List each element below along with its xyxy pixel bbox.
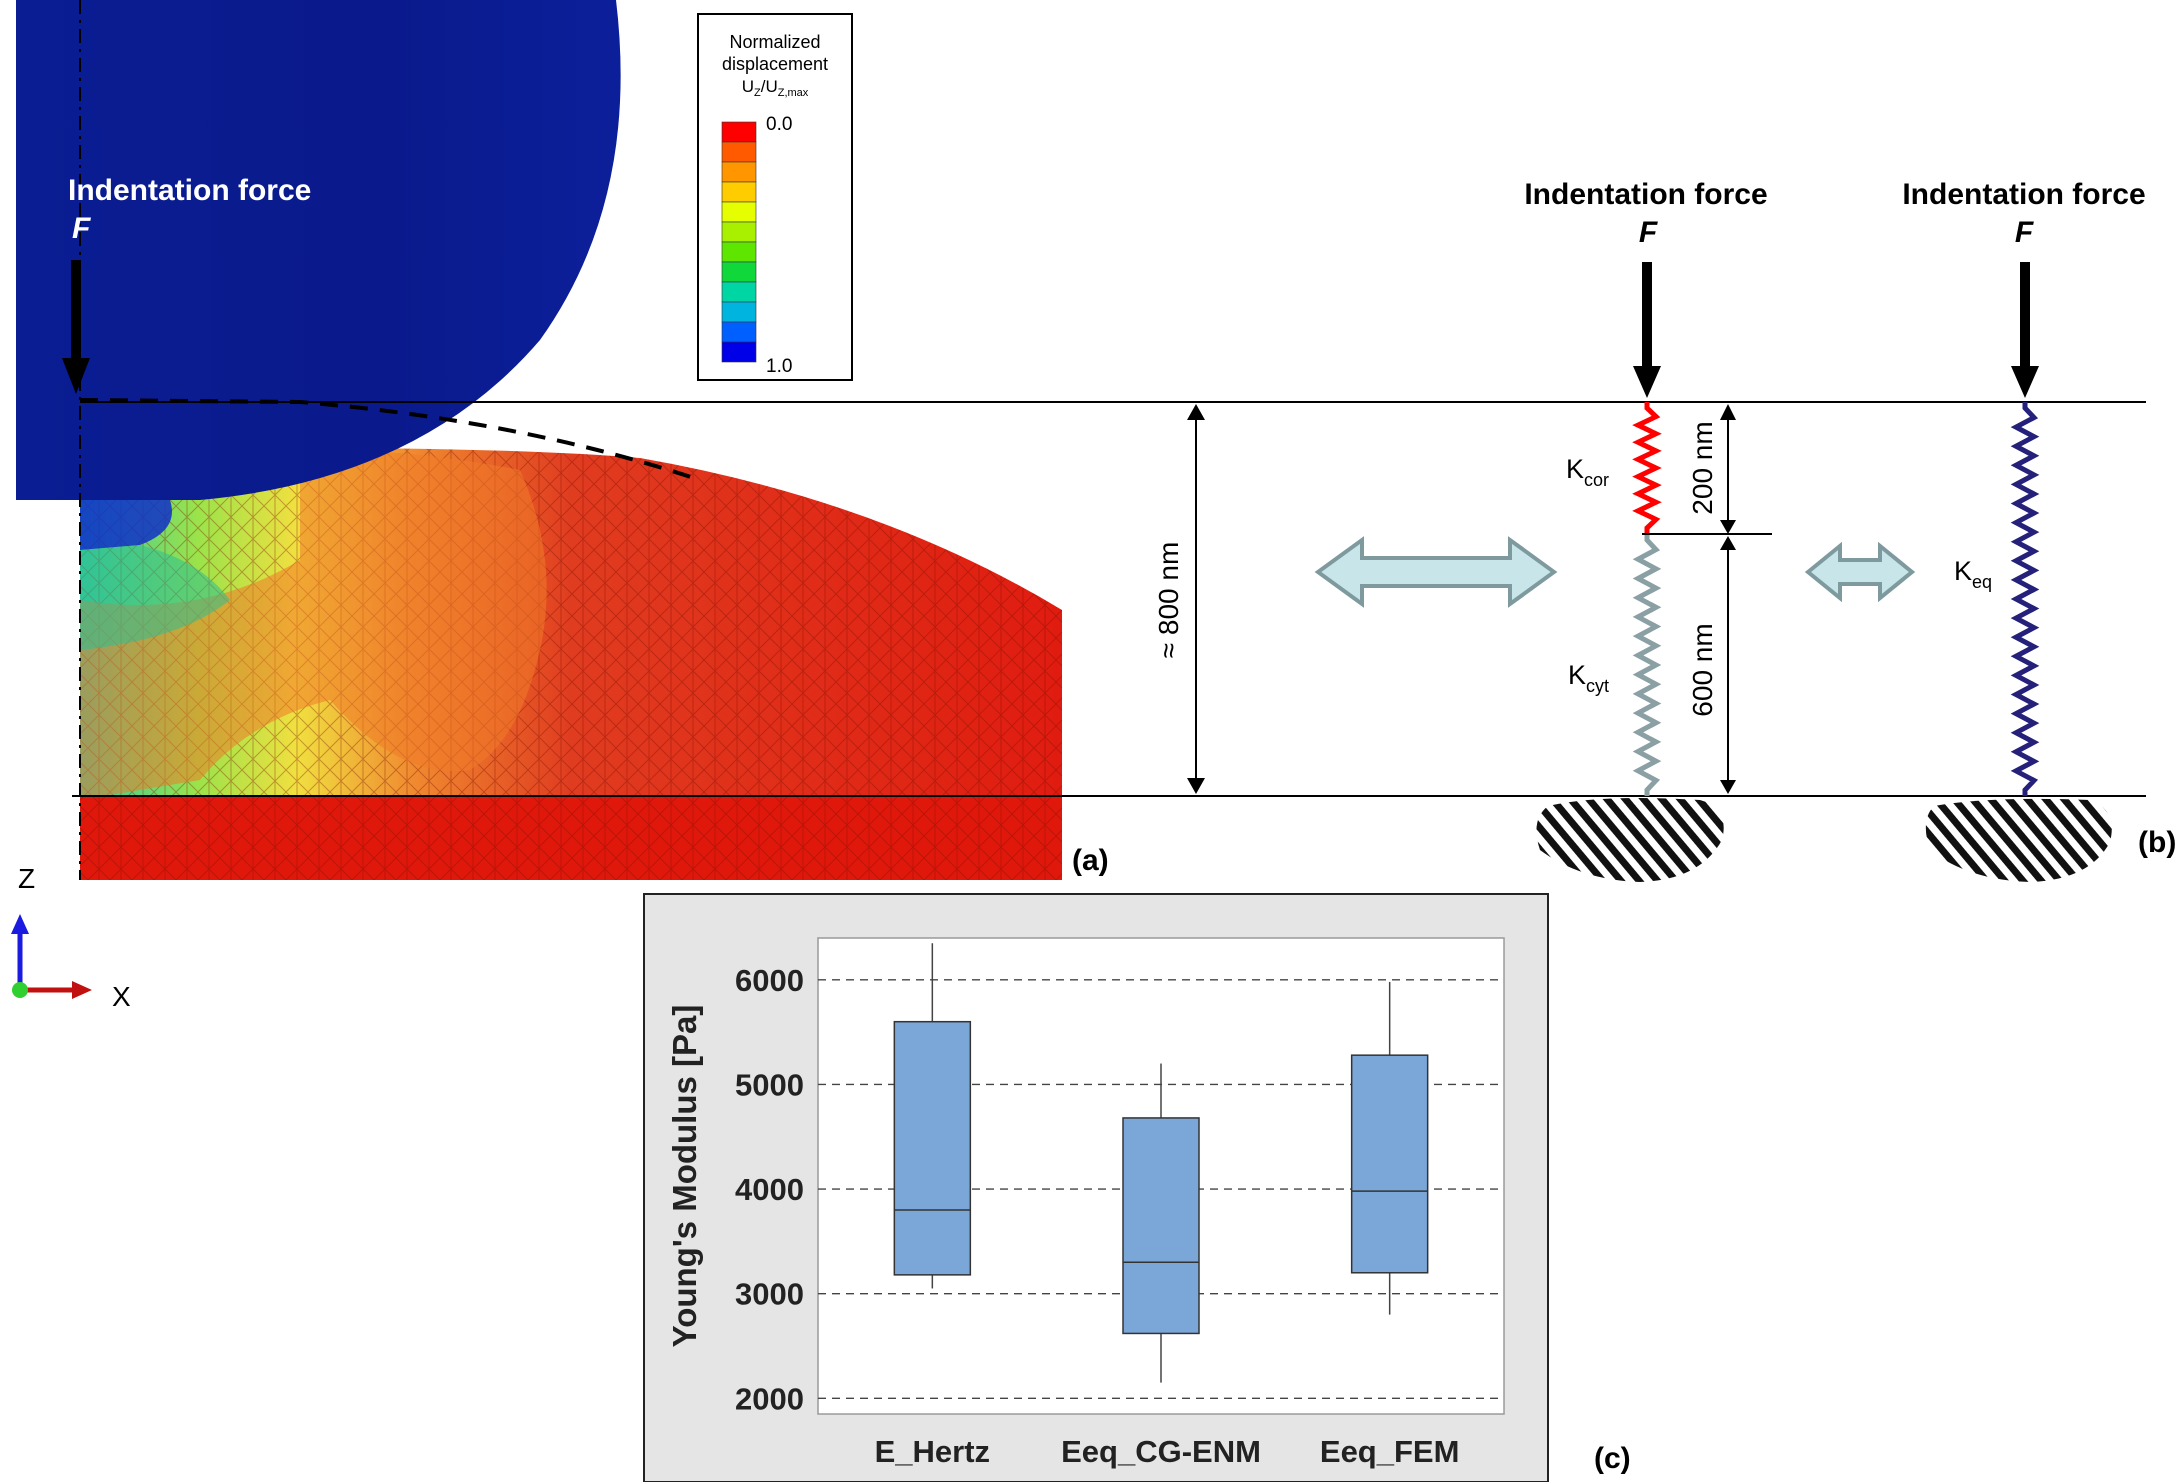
force-title-a: Indentation force	[68, 174, 311, 207]
equivalence-arrow-right	[1804, 541, 1916, 603]
legend-swatch	[721, 141, 757, 163]
legend-swatch	[721, 221, 757, 243]
dim-600nm: 600 nm	[1687, 623, 1718, 716]
x-tick-label: E_Hertz	[875, 1434, 990, 1469]
legend-swatch	[721, 121, 757, 143]
x-tick-label: Eeq_FEM	[1320, 1434, 1460, 1469]
ground-hatch-2	[1925, 798, 2112, 882]
cell-fem-mesh	[80, 448, 1062, 880]
axis-x-label: X	[112, 981, 131, 1012]
cytoplasm-spring	[1632, 534, 1662, 796]
k-cyt-label: Kcyt	[1568, 660, 1609, 696]
axis-z-label: Z	[18, 863, 35, 894]
legend-swatch	[721, 261, 757, 283]
panel-a-label: (a)	[1072, 844, 1109, 877]
legend-top-value: 0.0	[766, 114, 792, 135]
legend-title-1: Normalized	[729, 32, 820, 52]
ground-hatch-1	[1536, 798, 1724, 882]
force-title-b2: Indentation force	[1902, 178, 2145, 211]
y-tick-label: 6000	[735, 963, 804, 998]
cortex-spring	[1632, 402, 1662, 534]
legend-swatch	[721, 281, 757, 303]
box-iqr	[1350, 1054, 1429, 1274]
legend-swatch	[721, 161, 757, 183]
k-cor-label: Kcor	[1566, 454, 1609, 490]
panel-b-label: (b)	[2138, 826, 2176, 859]
legend-swatch	[721, 321, 757, 343]
legend-quantity: UZ/UZ,max	[742, 77, 809, 99]
force-symbol-a: F	[72, 212, 91, 245]
x-tick-labels: E_Hertz Eeq_CG-ENM Eeq_FEM	[875, 1434, 1460, 1469]
y-tick-label: 4000	[735, 1172, 804, 1207]
displacement-legend: Normalized displacement UZ/UZ,max 0.0 1.…	[697, 13, 853, 381]
y-tick-label: 3000	[735, 1277, 804, 1312]
box-iqr	[1122, 1117, 1200, 1335]
layer-dimensions	[1642, 404, 1772, 794]
y-tick-labels: 2000 3000 4000 5000 6000	[735, 963, 804, 1416]
legend-bottom-value: 1.0	[766, 356, 792, 377]
force-arrow-b1	[1633, 262, 1661, 398]
y-tick-label: 5000	[735, 1067, 804, 1102]
equivalent-spring	[2010, 402, 2040, 796]
panel-c-label: (c)	[1594, 1442, 1631, 1475]
force-symbol-b2: F	[2015, 216, 2034, 249]
panel-c: 2000 3000 4000 5000 6000 E_Hertz Eeq_CG-ENM Ee…	[643, 893, 1631, 1482]
legend-swatch	[721, 181, 757, 203]
panel-b: Indentation force F Kcor Kcyt 200 nm 600…	[1314, 178, 2176, 882]
box-iqr	[893, 1020, 972, 1276]
y-axis-title: Young's Modulus [Pa]	[666, 1005, 703, 1348]
panel-a: Indentation force F Normalized displacem…	[11, 0, 1205, 1012]
k-eq-label: Keq	[1954, 556, 1992, 592]
axis-triad: Z X	[11, 863, 131, 1012]
y-tick-label: 2000	[735, 1381, 804, 1416]
legend-swatch	[721, 341, 757, 363]
legend-swatch	[721, 241, 757, 263]
force-arrow-a	[62, 260, 90, 394]
force-title-b1: Indentation force	[1524, 178, 1767, 211]
box-plots	[893, 943, 1429, 1383]
force-symbol-b1: F	[1639, 216, 1658, 249]
legend-title-2: displacement	[722, 54, 828, 74]
undeformed-profile	[79, 398, 701, 482]
x-tick-label: Eeq_CG-ENM	[1061, 1434, 1261, 1469]
indenter-sphere	[16, 0, 621, 500]
legend-swatch	[721, 201, 757, 223]
equivalence-arrow-left	[1314, 536, 1558, 608]
force-arrow-b2	[2011, 262, 2039, 398]
legend-color-bar	[721, 121, 757, 363]
height-dimension	[1187, 404, 1205, 794]
legend-swatch	[721, 301, 757, 323]
dim-200nm: 200 nm	[1687, 421, 1718, 514]
height-label: ≈ 800 nm	[1153, 542, 1184, 659]
